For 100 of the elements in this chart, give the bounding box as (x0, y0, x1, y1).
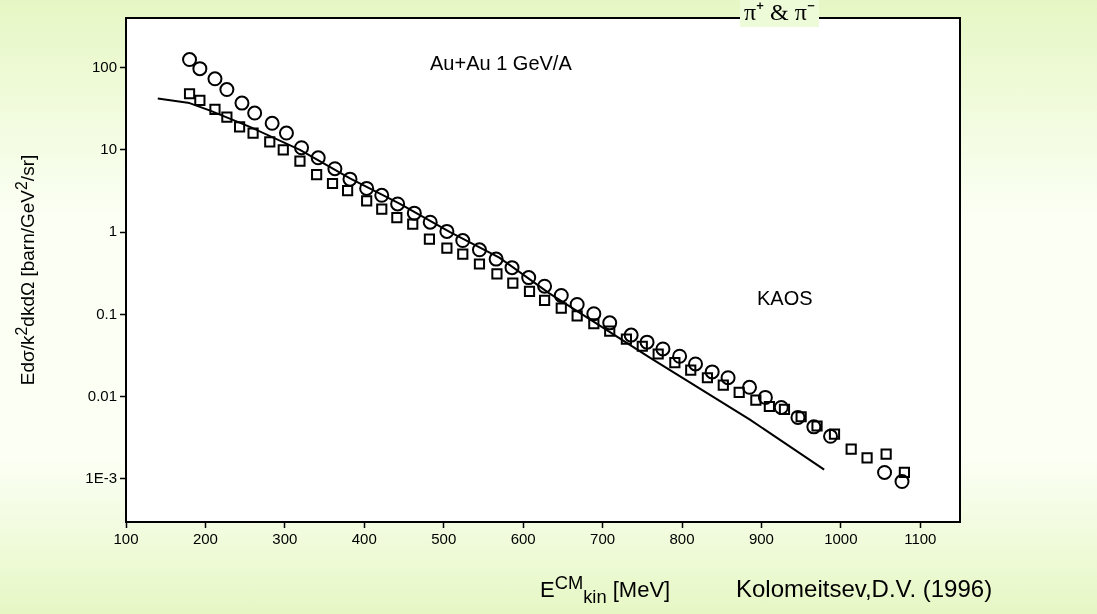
point (359, 180, 375, 196)
point (234, 95, 250, 111)
annotation: Au+Au 1 GeV/A (430, 52, 572, 75)
point (207, 71, 223, 87)
point (473, 258, 486, 270)
point (672, 348, 688, 364)
point (264, 115, 280, 131)
point (247, 127, 259, 139)
x-tick-label: 400 (351, 530, 377, 548)
point (652, 348, 664, 360)
point (390, 196, 406, 212)
point (471, 242, 487, 258)
point (523, 285, 536, 298)
x-tick-label: 100 (113, 530, 139, 548)
x-tick-label: 1000 (824, 530, 858, 548)
point (604, 325, 616, 337)
point (310, 150, 326, 166)
point (537, 278, 553, 294)
x-tick-label: 800 (669, 530, 695, 548)
point (457, 248, 469, 260)
point (623, 327, 639, 343)
point (655, 341, 671, 357)
point (278, 125, 294, 141)
point (233, 121, 246, 133)
point (182, 52, 198, 68)
point (823, 428, 839, 444)
point (811, 420, 823, 432)
point (342, 184, 354, 197)
point (742, 379, 758, 395)
point (828, 428, 841, 440)
point (423, 233, 436, 245)
point (717, 379, 729, 391)
x-tick-label: 600 (510, 530, 536, 548)
point (588, 318, 600, 330)
point (294, 140, 310, 156)
point (898, 466, 910, 479)
point (701, 372, 714, 384)
y-tick-label: 1 (108, 222, 117, 240)
x-tick-label: 300 (272, 530, 298, 548)
point (688, 356, 703, 372)
x-tick-label: 1100 (904, 530, 937, 548)
x-tick-label: 700 (590, 530, 616, 548)
y-tick-label: 0.1 (96, 304, 117, 322)
point (720, 370, 736, 386)
point (806, 419, 822, 435)
point (636, 340, 648, 352)
point (602, 315, 618, 331)
point (361, 195, 373, 207)
point (327, 161, 343, 177)
point (750, 394, 762, 406)
point (571, 310, 583, 322)
y-tick-label: 0.01 (87, 386, 117, 404)
point (209, 103, 221, 115)
point (669, 356, 681, 369)
point (795, 411, 807, 423)
point (773, 399, 789, 415)
point (488, 251, 504, 267)
point (553, 287, 569, 303)
point (880, 448, 892, 460)
point (406, 205, 422, 221)
point (704, 364, 720, 380)
point (277, 144, 289, 156)
point (455, 233, 471, 249)
point (407, 218, 419, 230)
point (264, 136, 276, 148)
point (733, 386, 745, 398)
annotation: π⁺ & π⁻ (740, 0, 819, 27)
point (439, 223, 455, 239)
annotation: KAOS (757, 287, 813, 310)
point (294, 155, 306, 167)
point (555, 302, 567, 314)
point (877, 464, 893, 480)
point (778, 403, 791, 416)
point (861, 452, 873, 464)
x-axis-title: E$^{CM}$$_{kin}$ [MeV] (540, 572, 671, 608)
point (845, 443, 857, 455)
point (183, 88, 196, 100)
point (342, 171, 358, 187)
point (311, 169, 323, 181)
point (491, 268, 503, 280)
text: Kolomeitsev,D.V. (1996) (736, 575, 993, 603)
point (194, 94, 206, 106)
point (192, 61, 208, 77)
point (376, 203, 388, 215)
point (374, 187, 390, 203)
y-tick-label: 1E-3 (85, 469, 117, 487)
point (422, 214, 438, 230)
x-tick-label: 500 (431, 530, 457, 548)
point (790, 409, 806, 425)
point (326, 177, 339, 190)
point (441, 242, 453, 254)
point (620, 333, 632, 345)
point (504, 260, 520, 276)
x-tick-label: 200 (192, 530, 218, 548)
point (894, 474, 910, 490)
point (538, 294, 551, 306)
point (247, 105, 263, 121)
point (219, 82, 235, 98)
y-tick-label: 100 (91, 57, 117, 75)
x-tick-label: 900 (748, 530, 774, 548)
